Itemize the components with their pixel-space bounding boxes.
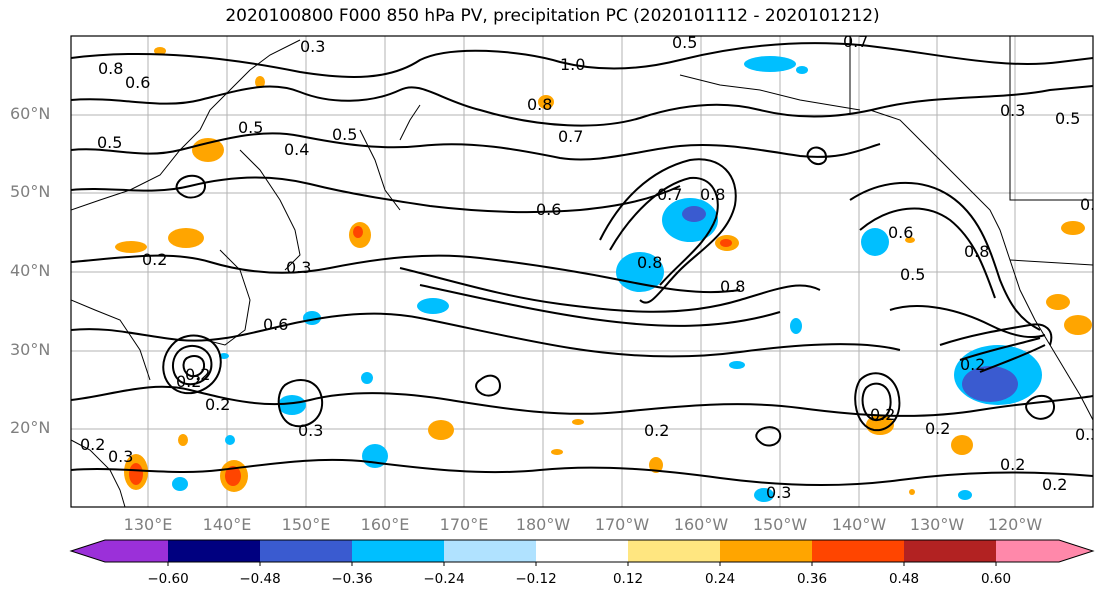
contour-label: 0.5 [672,33,697,52]
contour-label: 0.3 [1075,425,1100,444]
colorbar-swatch [352,540,444,562]
longitude-label: 130°W [909,515,965,534]
colorbar-swatch [536,540,628,562]
longitude-label: 130°E [123,515,173,534]
contour-label: 0.7 [657,185,682,204]
map-frame [70,35,1094,508]
contour-label: 0.2 [185,365,210,384]
colorbar-swatch [168,540,260,562]
colorbar-extend-min [71,540,105,562]
colorbar-swatch [260,540,352,562]
contour-label: 0.5 [97,133,122,152]
contour-label: 0.2 [80,435,105,454]
longitude-label: 160°W [673,515,729,534]
colorbar-tick-label: 0.24 [704,571,736,587]
colorbar-swatch [996,540,1059,562]
colorbar-tick-label: −0.48 [239,571,281,587]
contour-label: 0.3 [1000,101,1025,120]
longitude-label: 120°W [987,515,1043,534]
latitude-label: 30°N [10,340,51,359]
contour-label: 0.8 [637,253,662,272]
contour-label: 0.2 [644,421,669,440]
contour-label: 0.3 [300,37,325,56]
longitude-label: 170°E [439,515,489,534]
contour-label: 0.3 [108,447,133,466]
colorbar-outline [69,539,1095,563]
map-content: 0.80.60.50.50.40.50.31.00.80.70.5 0.70.60… [71,32,1105,507]
longitude-label: 140°E [202,515,252,534]
latitude-label: 50°N [10,182,51,201]
contour-label: 0.3 [298,421,323,440]
latitude-label: 40°N [10,261,51,280]
colorbar-extend-max [1059,540,1093,562]
contour-label: 0.2 [870,405,895,424]
precip-shading [115,47,1092,502]
graticule [71,36,1093,507]
contour-label: 0.8 [720,277,745,296]
contour-label: 0.2 [960,355,985,374]
contour-label: 0.2 [1080,195,1105,214]
contour-label: 0.8 [700,185,725,204]
longitude-label: 170°W [594,515,650,534]
colorbar-tick-label: 0.48 [888,571,920,587]
colorbar-tick-label: 0.60 [980,571,1012,587]
longitude-label: 180°W [515,515,571,534]
contour-label: 0.8 [527,95,552,114]
contour-label: 0.6 [536,200,561,219]
latitude-label: 60°N [10,104,51,123]
map-title: 2020100800 F000 850 hPa PV, precipitatio… [225,6,880,26]
contour-label: 0.3 [766,483,791,502]
contour-label: 0.5 [900,265,925,284]
contour-label: 0.6 [888,223,913,242]
colorbar-swatch [812,540,904,562]
contour-labels: 0.80.60.50.50.40.50.31.00.80.70.5 0.70.60… [80,32,1105,502]
colorbar-swatch [904,540,996,562]
colorbar [69,539,1095,566]
contour-label: 0.2 [1000,455,1025,474]
colorbar-tick-label: −0.12 [515,571,557,587]
contour-label: 0.2 [142,250,167,269]
colorbar-swatch [105,540,168,562]
contour-label: 0.6 [263,315,288,334]
contour-label: 0.4 [284,140,309,159]
colorbar-tick-label: −0.24 [423,571,465,587]
longitude-label: 150°E [281,515,331,534]
pv-contours [71,42,1093,487]
contour-label: 0.8 [98,59,123,78]
colorbar-swatch [444,540,536,562]
longitude-label: 160°E [360,515,410,534]
contour-label: 0.2 [1042,475,1067,494]
contour-label: 0.6 [125,73,150,92]
colorbar-swatch [720,540,812,562]
contour-label: 0.7 [843,32,868,51]
colorbar-tick-label: 0.36 [796,571,828,587]
contour-label: 0.5 [1055,109,1080,128]
contour-label: 0.2 [176,372,201,391]
longitude-label: 150°W [752,515,808,534]
contour-label: 0.2 [205,395,230,414]
contour-label: 1.0 [560,55,585,74]
colorbar-swatch [628,540,720,562]
colorbar-tick-label: −0.60 [147,571,189,587]
latitude-label: 20°N [10,418,51,437]
contour-label: 0.5 [332,125,357,144]
contour-label: 0.7 [558,127,583,146]
colorbar-tick-label: 0.12 [612,571,644,587]
contour-label: 0.5 [238,118,263,137]
contour-label: 0.8 [964,242,989,261]
longitude-label: 140°W [831,515,887,534]
contour-label: 0.2 [925,419,950,438]
contour-label: 0.3 [286,258,311,277]
colorbar-tick-label: −0.36 [331,571,373,587]
